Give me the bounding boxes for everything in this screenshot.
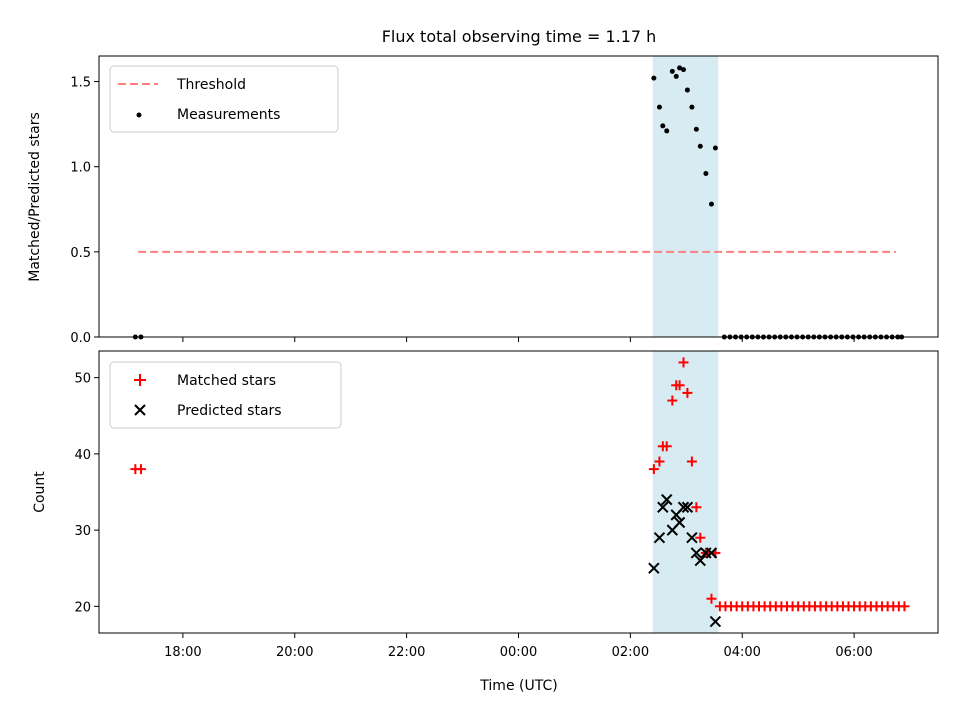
measurement-point (708, 201, 714, 207)
measurement-point (703, 171, 709, 177)
matched-star-point (686, 456, 697, 467)
matched-star-point (695, 532, 706, 543)
top-y-tick-label: 1.5 (70, 76, 91, 91)
measurement-point (664, 128, 670, 134)
matched-star-point (135, 464, 146, 475)
bottom-panel: 20 30 40 50 18:00 20:00 22:00 00:00 02:00 04:00 0… (32, 350, 939, 694)
top-x-ticks (182, 337, 855, 342)
top-y-tick-label: 0.5 (70, 246, 91, 261)
matched-star-point (667, 395, 678, 406)
x-tick-label: 22:00 (388, 645, 425, 660)
matched-star-point (691, 502, 702, 513)
top-panel: 0.0 0.5 1.0 1.5 Matched/Predicted stars Thr… (27, 55, 939, 346)
matched-star-point (899, 601, 910, 612)
legend-predicted-swatch (134, 404, 146, 416)
legend-threshold-label: Threshold (176, 77, 246, 93)
matched-star-point (654, 456, 665, 467)
matched-star-point (661, 441, 672, 452)
top-legend-box (109, 65, 339, 133)
bottom-y-axis-label: Count (32, 471, 48, 513)
measurement-point (669, 68, 675, 74)
top-y-ticks: 0.0 0.5 1.0 1.5 (70, 76, 99, 346)
x-axis-label: Time (UTC) (479, 678, 557, 694)
bottom-y-tick-label: 50 (74, 372, 91, 387)
bottom-legend-box (109, 361, 342, 429)
predicted-star-point (705, 547, 718, 559)
predicted-star-point (657, 501, 669, 513)
matched-star-point (674, 380, 685, 391)
top-highlight-span (652, 56, 719, 337)
matched-star-point (682, 387, 693, 398)
bottom-legend: Matched stars Predicted stars (109, 361, 342, 429)
top-legend: Threshold Measurements (109, 65, 339, 133)
measurement-point (673, 73, 679, 79)
matched-star-point (648, 464, 659, 475)
predicted-star-point (709, 615, 722, 628)
legend-measurements-label: Measurements (177, 107, 280, 123)
legend-measurements-swatch (136, 112, 142, 118)
measurement-point (712, 145, 718, 151)
predicted-star-point (694, 554, 706, 567)
x-tick-label: 18:00 (164, 645, 201, 660)
predicted-star-point (677, 501, 690, 513)
measurement-point (660, 123, 666, 129)
measurement-point (681, 67, 687, 73)
chart-title: Flux total observing time = 1.17 h (382, 27, 657, 46)
bottom-y-ticks: 20 30 40 50 (74, 372, 99, 615)
legend-matched-label: Matched stars (177, 373, 276, 389)
measurement-point (684, 87, 690, 93)
bottom-y-tick-label: 40 (74, 448, 91, 463)
x-tick-label: 04:00 (723, 645, 760, 660)
predicted-star-point (686, 532, 698, 544)
bottom-y-tick-label: 30 (74, 524, 91, 539)
predicted-star-point (661, 493, 673, 506)
bottom-x-ticks: 18:00 20:00 22:00 00:00 02:00 04:00 06:00 (164, 633, 873, 660)
bottom-y-tick-label: 20 (74, 600, 91, 615)
predicted-star-point (681, 501, 694, 513)
x-tick-label: 06:00 (835, 645, 872, 660)
predicted-star-point (653, 532, 666, 544)
measurement-point (656, 104, 662, 110)
predicted-star-point (673, 516, 686, 529)
predicted-star-point (690, 547, 703, 559)
matched-star-point (678, 357, 689, 368)
x-tick-label: 00:00 (500, 645, 537, 660)
predicted-star-point (648, 562, 660, 574)
top-y-tick-label: 0.0 (70, 331, 91, 346)
legend-matched-swatch (134, 374, 146, 386)
measurement-point (689, 104, 695, 110)
matched-star-point (706, 593, 717, 604)
legend-predicted-label: Predicted stars (177, 403, 282, 419)
measurement-point (693, 126, 699, 132)
x-tick-label: 02:00 (612, 645, 649, 660)
x-tick-label: 20:00 (276, 645, 313, 660)
top-y-axis-label: Matched/Predicted stars (27, 112, 43, 282)
bottom-points (130, 357, 910, 628)
top-y-tick-label: 1.0 (70, 161, 91, 176)
measurement-point (697, 143, 703, 149)
measurement-point (651, 75, 657, 81)
bottom-highlight-span (652, 351, 719, 633)
measurement-point (677, 65, 683, 71)
